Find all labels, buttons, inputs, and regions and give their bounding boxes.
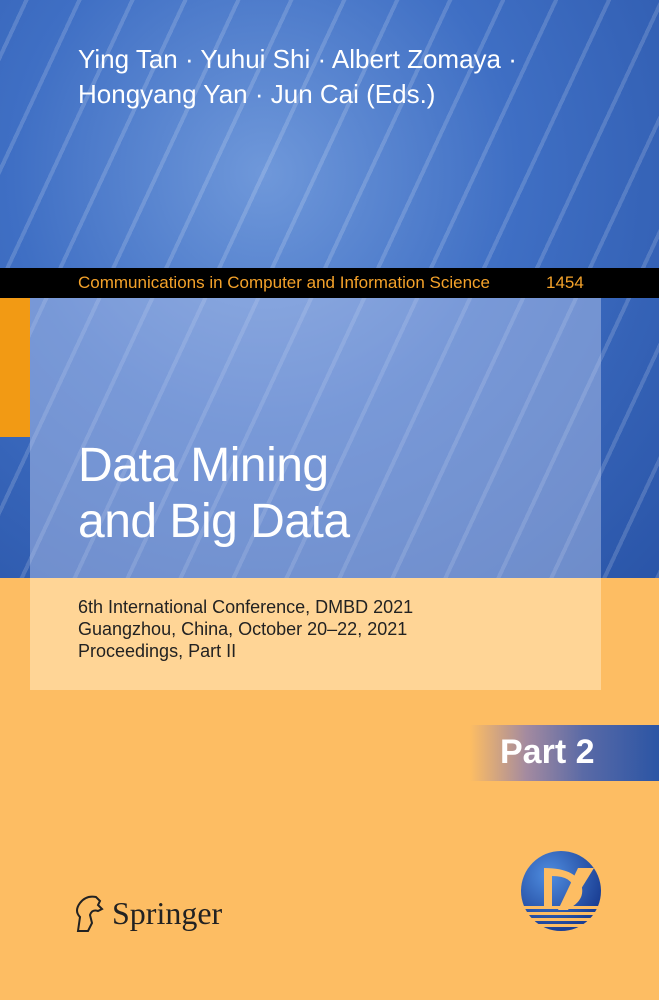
book-subtitle: 6th International Conference, DMBD 2021 … — [78, 596, 413, 662]
subtitle-line-1: 6th International Conference, DMBD 2021 — [78, 597, 414, 617]
editors: Ying Tan · Yuhui Shi · Albert Zomaya · H… — [78, 42, 517, 112]
subtitle-panel — [30, 578, 601, 690]
subtitle-line-3: Proceedings, Part II — [78, 641, 237, 661]
accent-strip — [0, 298, 30, 437]
book-title: Data Mining and Big Data — [78, 438, 350, 550]
editors-line-2: Hongyang Yan · Jun Cai (Eds.) — [78, 79, 436, 109]
publisher-logo: Springer — [70, 893, 222, 933]
title-line-2: and Big Data — [78, 495, 350, 548]
series-name: Communications in Computer and Informati… — [78, 273, 490, 292]
springer-horse-icon — [76, 895, 104, 932]
part-badge: Part 2 — [470, 725, 659, 781]
dmbd-logo-icon — [518, 848, 604, 938]
title-line-1: Data Mining — [78, 439, 329, 492]
series-number: 1454 — [546, 273, 584, 292]
part-label: Part 2 — [500, 733, 595, 771]
publisher-name: Springer — [112, 894, 223, 931]
editors-line-1: Ying Tan · Yuhui Shi · Albert Zomaya · — [78, 44, 517, 74]
subtitle-line-2: Guangzhou, China, October 20–22, 2021 — [78, 619, 408, 639]
title-panel — [30, 298, 601, 578]
series-band: Communications in Computer and Informati… — [0, 268, 659, 298]
